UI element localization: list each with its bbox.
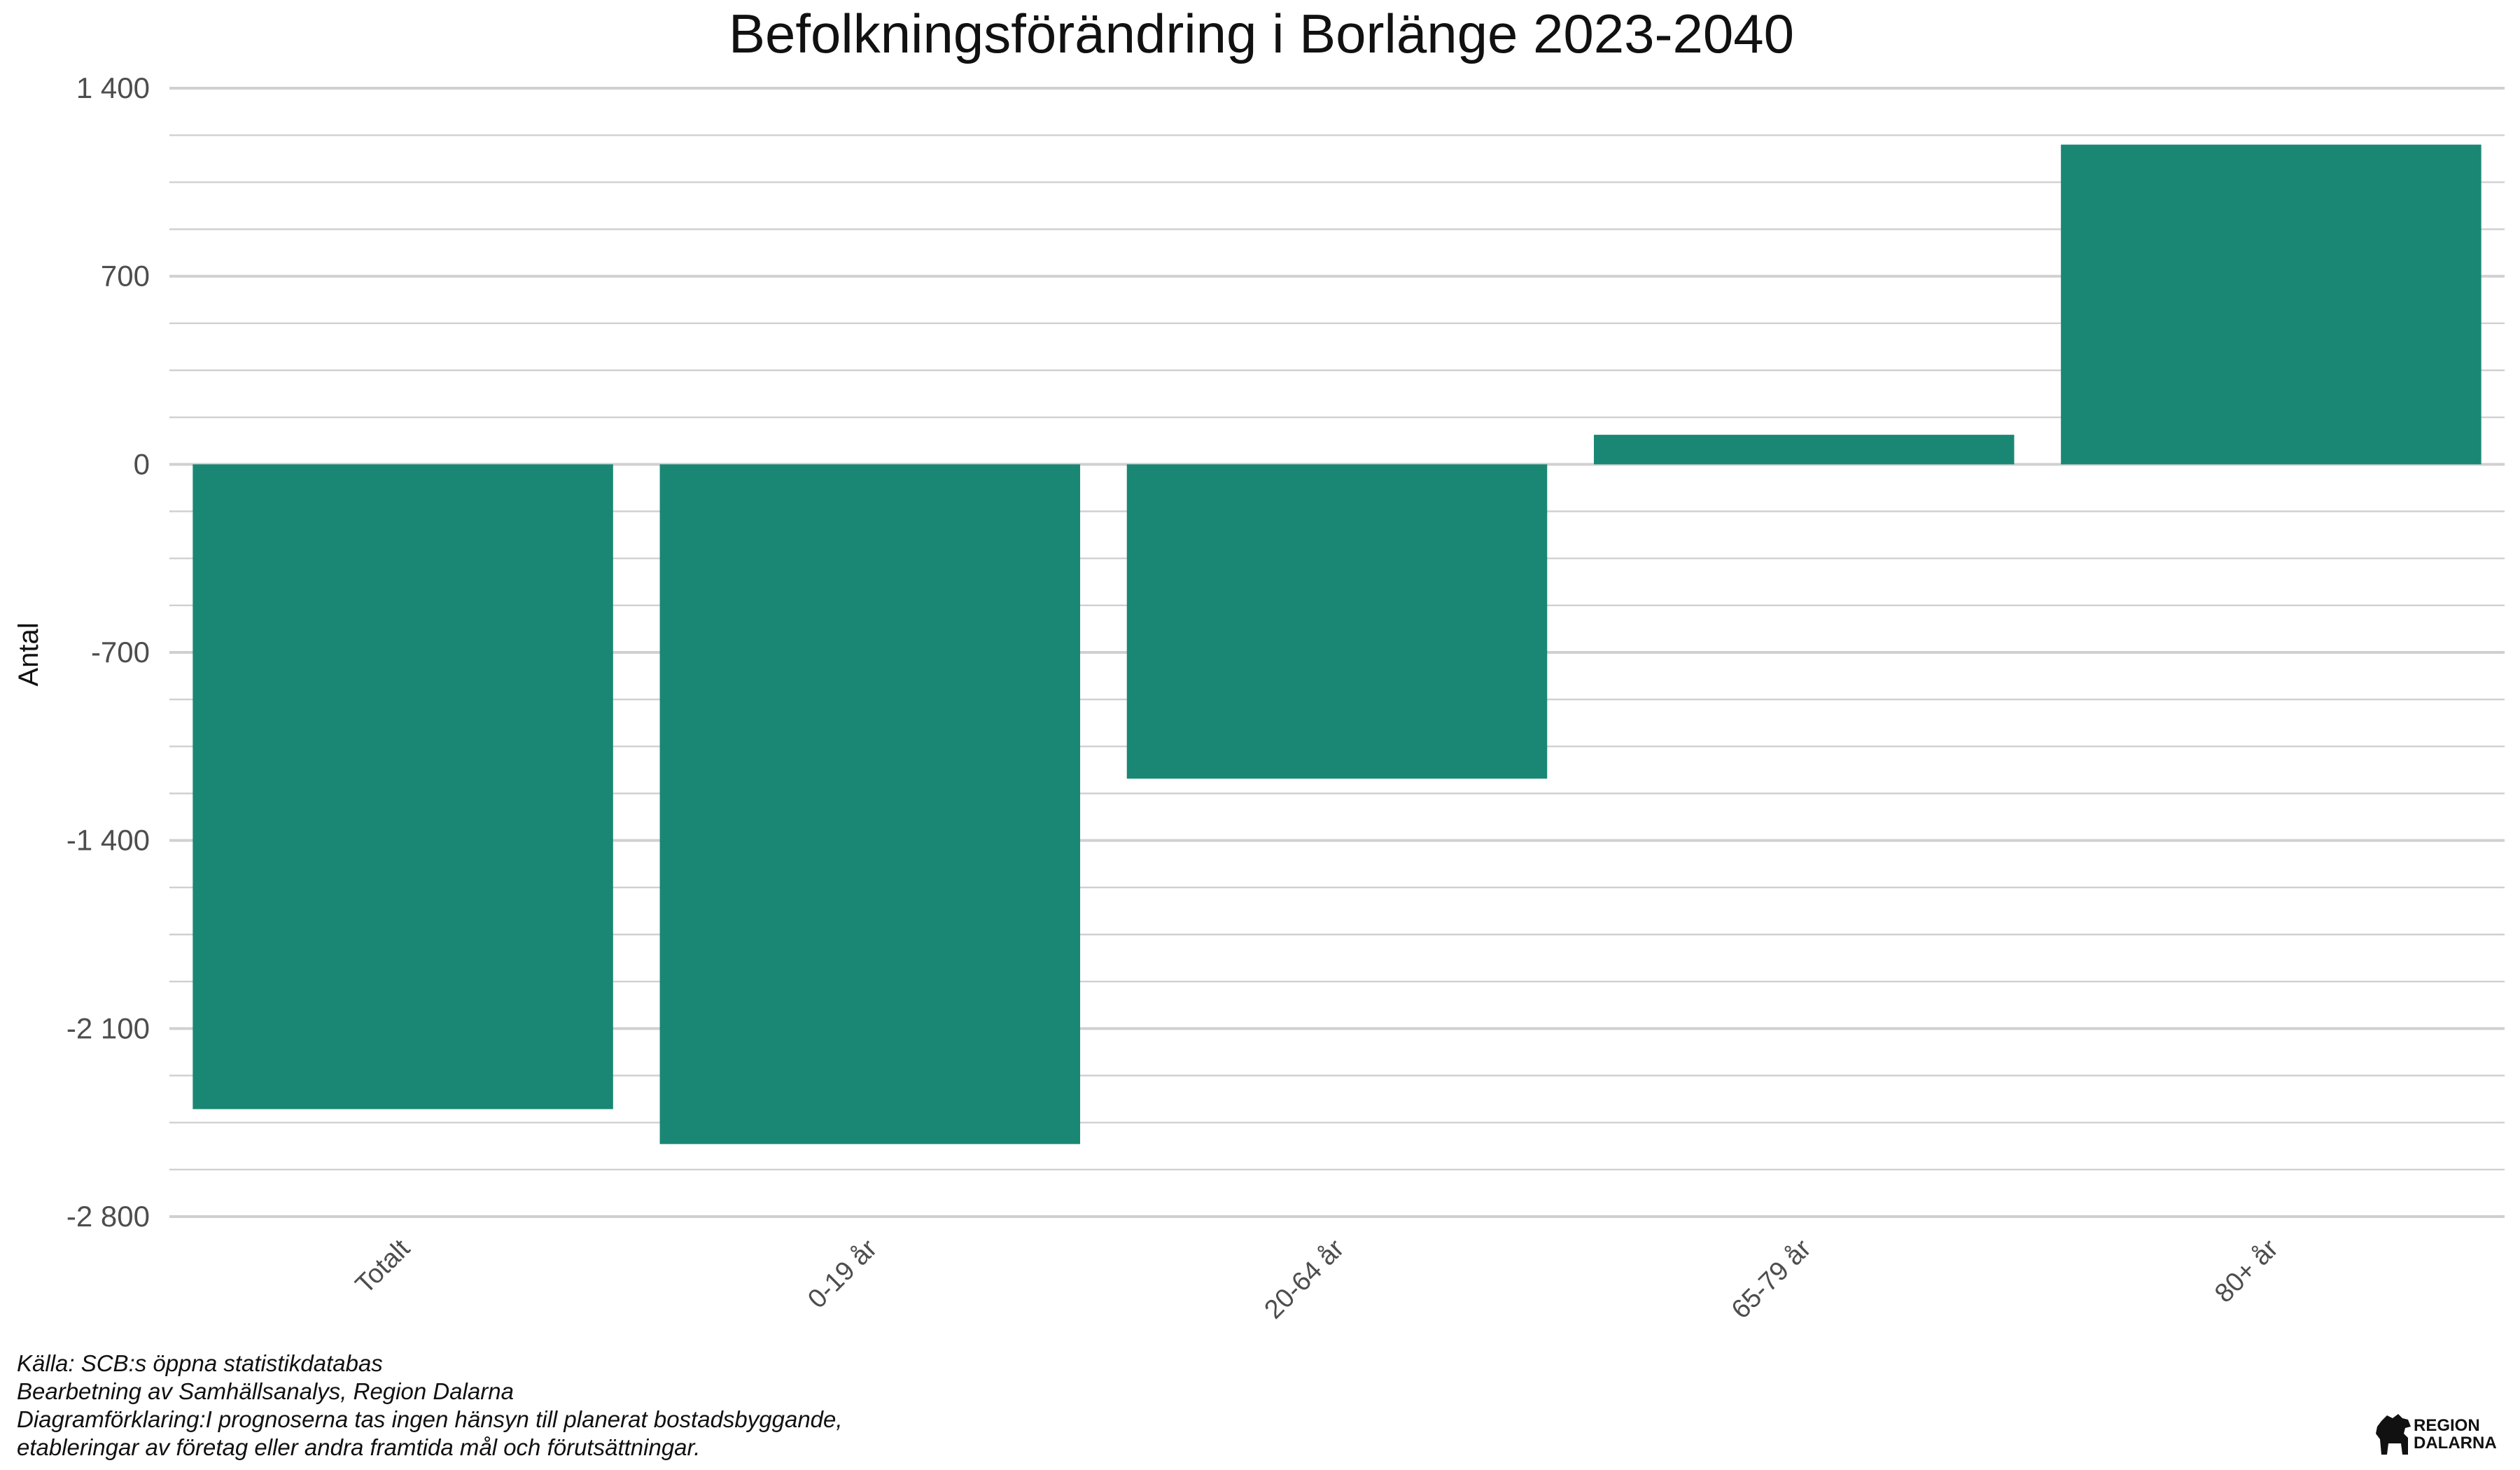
x-tick-label: 20-64 år — [1259, 1233, 1350, 1324]
chart-title: Befolkningsförändring i Borlänge 2023-20… — [729, 3, 1794, 64]
bar-totalt — [192, 464, 613, 1110]
x-tick-label: 0-19 år — [802, 1233, 883, 1314]
region-dalarna-logo: REGION DALARNA — [2372, 1410, 2505, 1459]
logo-text-dalarna: DALARNA — [2414, 1434, 2497, 1452]
bar-20-64-r — [1126, 464, 1548, 779]
x-tick-label: 65-79 år — [1726, 1233, 1817, 1324]
caption-note-line-2: etableringar av företag eller andra fram… — [17, 1434, 701, 1460]
y-tick-label: 700 — [101, 260, 150, 293]
y-tick-label: 0 — [134, 447, 150, 480]
y-tick-labels: 1 400 700 0 -700 -1 400 -2 100 -2 800 — [66, 71, 150, 1233]
y-axis-label: Antal — [13, 622, 44, 686]
bar-80-r — [2061, 144, 2482, 465]
chart-caption: Källa: SCB:s öppna statistikdatabas Bear… — [17, 1350, 843, 1462]
logo-text-region: REGION — [2414, 1416, 2480, 1435]
y-tick-label: -2 800 — [66, 1200, 150, 1233]
caption-note-line-1: Diagramförklaring:I prognoserna tas inge… — [17, 1406, 843, 1432]
caption-source: Källa: SCB:s öppna statistikdatabas — [17, 1350, 383, 1376]
x-tick-label: 80+ år — [2209, 1233, 2284, 1308]
y-tick-label: -700 — [91, 636, 150, 668]
y-tick-label: -2 100 — [66, 1011, 150, 1044]
y-tick-label: -1 400 — [66, 824, 150, 857]
y-tick-label: 1 400 — [76, 71, 150, 104]
bar-0-19-r — [659, 464, 1081, 1144]
bar-65-79-r — [1593, 435, 2015, 465]
dala-horse-icon — [2376, 1414, 2411, 1455]
caption-processing: Bearbetning av Samhällsanalys, Region Da… — [17, 1378, 514, 1404]
x-tick-label: Totalt — [350, 1233, 416, 1299]
bars — [192, 144, 2482, 1144]
x-tick-labels: Totalt 0-19 år 20-64 år 65-79 år 80+ år — [350, 1233, 2284, 1324]
